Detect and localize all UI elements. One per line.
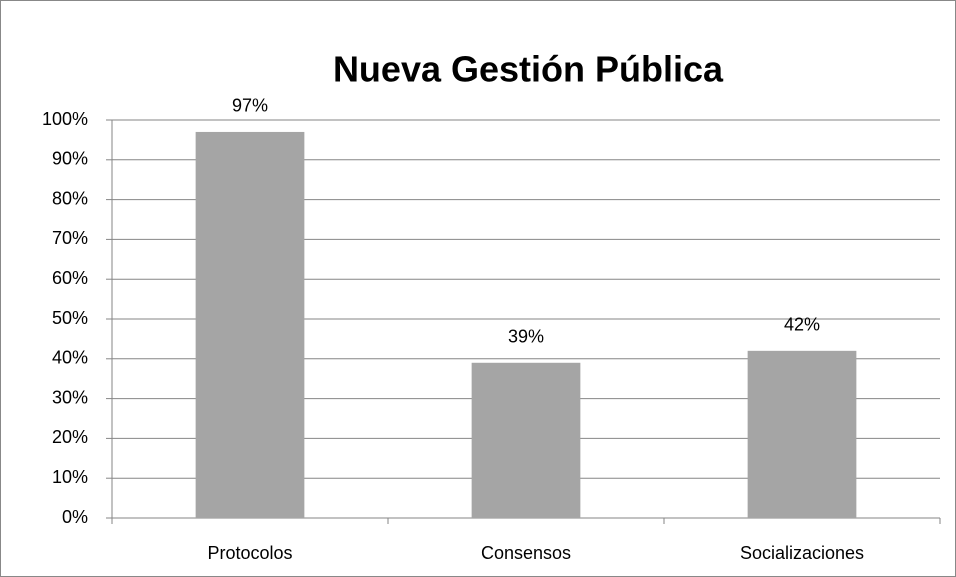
y-tick-label: 20% <box>52 427 88 447</box>
y-tick-label: 30% <box>52 387 88 407</box>
bar <box>471 362 581 518</box>
x-tick-label: Socializaciones <box>740 543 864 563</box>
y-tick-label: 10% <box>52 467 88 487</box>
bar <box>747 350 857 518</box>
x-tick-label: Consensos <box>481 543 571 563</box>
y-tick-label: 90% <box>52 149 88 169</box>
y-tick-label: 100% <box>42 109 88 129</box>
y-tick-label: 50% <box>52 308 88 328</box>
y-tick-label: 0% <box>62 507 88 527</box>
data-label: 39% <box>508 327 544 347</box>
x-tick-label: Protocolos <box>207 543 292 563</box>
data-label: 97% <box>232 96 268 116</box>
data-label: 42% <box>784 315 820 335</box>
y-tick-label: 80% <box>52 188 88 208</box>
y-tick-label: 60% <box>52 268 88 288</box>
chart-title: Nueva Gestión Pública <box>333 49 724 90</box>
y-tick-label: 40% <box>52 348 88 368</box>
y-tick-label: 70% <box>52 228 88 248</box>
bar <box>195 131 305 518</box>
